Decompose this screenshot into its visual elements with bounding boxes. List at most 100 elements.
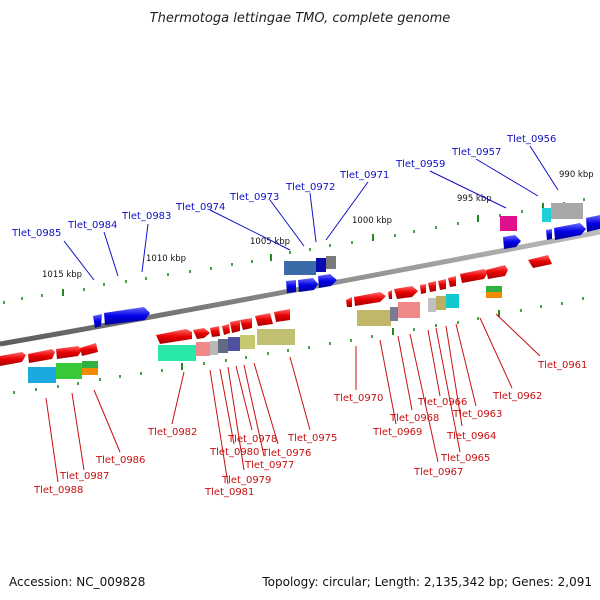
bottom-gene-labels: Tlet_0988 Tlet_0987 Tlet_0986 Tlet_0982 …: [33, 360, 587, 498]
gene-block[interactable]: [357, 310, 391, 326]
gene-label-tlet-0965[interactable]: Tlet_0965: [440, 453, 490, 464]
gene-arrow[interactable]: [274, 309, 290, 322]
gene-label-tlet-0972[interactable]: Tlet_0972: [285, 182, 335, 193]
gene-block[interactable]: [542, 208, 551, 222]
gene-label-tlet-0971[interactable]: Tlet_0971: [339, 170, 389, 181]
gene-arrow[interactable]: [156, 329, 192, 344]
gene-block[interactable]: [316, 258, 326, 272]
gene-arrow[interactable]: [28, 349, 55, 363]
gene-arrow[interactable]: [56, 346, 82, 359]
gene-arrow[interactable]: [318, 274, 337, 288]
gene-block[interactable]: [486, 286, 502, 292]
gene-block[interactable]: [218, 339, 228, 353]
gene-arrow[interactable]: [528, 255, 552, 268]
gene-arrow[interactable]: [240, 318, 252, 330]
gene-label-tlet-0968[interactable]: Tlet_0968: [389, 413, 439, 424]
gene-label-tlet-0957[interactable]: Tlet_0957: [451, 147, 501, 158]
scale-label-1005: 1005 kbp: [250, 237, 290, 247]
gene-label-tlet-0986[interactable]: Tlet_0986: [95, 455, 145, 466]
scale-label-1010: 1010 kbp: [146, 254, 186, 264]
gene-label-tlet-0981[interactable]: Tlet_0981: [204, 487, 254, 498]
gene-label-tlet-0959[interactable]: Tlet_0959: [395, 159, 445, 170]
gene-block[interactable]: [446, 294, 459, 308]
scale-label-990: 990 kbp: [559, 170, 594, 180]
gene-label-tlet-0973[interactable]: Tlet_0973: [229, 192, 279, 203]
genome-summary-text: Topology: circular; Length: 2,135,342 bp…: [261, 575, 592, 589]
gene-arrow[interactable]: [286, 280, 296, 293]
gene-label-tlet-0987[interactable]: Tlet_0987: [59, 471, 109, 482]
gene-arrow[interactable]: [438, 279, 446, 290]
gene-label-tlet-0979[interactable]: Tlet_0979: [221, 475, 271, 486]
gene-arrow[interactable]: [193, 328, 210, 339]
bottom-leader-lines: [45, 313, 541, 485]
gene-arrow[interactable]: [80, 343, 98, 356]
gene-block[interactable]: [210, 341, 218, 355]
gene-block[interactable]: [28, 367, 56, 383]
scale-label-1000: 1000 kbp: [352, 216, 392, 226]
gene-block[interactable]: [390, 307, 398, 321]
gene-arrow[interactable]: [486, 265, 508, 279]
gene-arrow[interactable]: [420, 284, 426, 294]
gene-label-tlet-0956[interactable]: Tlet_0956: [506, 134, 556, 145]
gene-label-tlet-0978[interactable]: Tlet_0978: [227, 434, 277, 445]
gene-block[interactable]: [257, 329, 295, 345]
gene-label-tlet-0969[interactable]: Tlet_0969: [372, 427, 422, 438]
reverse-genes: [0, 255, 552, 383]
gene-label-tlet-0974[interactable]: Tlet_0974: [175, 202, 225, 213]
gene-block[interactable]: [82, 361, 98, 369]
gene-arrow[interactable]: [104, 307, 150, 325]
gene-label-tlet-0961[interactable]: Tlet_0961: [537, 360, 587, 371]
gene-arrow[interactable]: [230, 320, 240, 333]
gene-arrow[interactable]: [428, 281, 436, 292]
gene-arrow[interactable]: [0, 352, 26, 366]
gene-block[interactable]: [158, 345, 196, 361]
gene-label-tlet-0980[interactable]: Tlet_0980: [209, 447, 259, 458]
accession-text: Accession: NC_009828: [9, 575, 145, 589]
gene-arrow[interactable]: [346, 297, 352, 307]
gene-block[interactable]: [228, 337, 240, 351]
gene-arrow[interactable]: [354, 292, 386, 306]
scale-label-995: 995 kbp: [457, 194, 492, 204]
gene-label-tlet-0985[interactable]: Tlet_0985: [11, 228, 61, 239]
gene-arrow[interactable]: [255, 313, 273, 326]
gene-arrow[interactable]: [460, 269, 488, 283]
gene-label-tlet-0970[interactable]: Tlet_0970: [333, 393, 383, 404]
gene-label-tlet-0975[interactable]: Tlet_0975: [287, 433, 337, 444]
gene-block[interactable]: [436, 296, 446, 310]
map-title: Thermotoga lettingae TMO, complete genom…: [150, 11, 451, 26]
gene-arrow[interactable]: [503, 235, 521, 249]
gene-label-tlet-0962[interactable]: Tlet_0962: [492, 391, 542, 402]
gene-label-tlet-0967[interactable]: Tlet_0967: [413, 467, 463, 478]
gene-block[interactable]: [284, 261, 316, 275]
gene-arrow[interactable]: [210, 326, 220, 337]
gene-arrow[interactable]: [448, 276, 456, 287]
gene-label-tlet-0983[interactable]: Tlet_0983: [121, 211, 171, 222]
gene-arrow[interactable]: [388, 290, 392, 299]
gene-label-tlet-0976[interactable]: Tlet_0976: [261, 448, 311, 459]
gene-label-tlet-0966[interactable]: Tlet_0966: [417, 397, 467, 408]
gene-block[interactable]: [428, 298, 436, 312]
gene-label-tlet-0964[interactable]: Tlet_0964: [446, 431, 496, 442]
gene-label-tlet-0984[interactable]: Tlet_0984: [67, 220, 117, 231]
gene-block[interactable]: [326, 256, 336, 269]
gene-block[interactable]: [82, 368, 98, 375]
gene-block[interactable]: [240, 335, 255, 349]
gene-label-tlet-0988[interactable]: Tlet_0988: [33, 485, 83, 496]
gene-arrow[interactable]: [222, 324, 230, 335]
gene-block[interactable]: [486, 292, 502, 298]
gene-arrow[interactable]: [586, 215, 600, 232]
gene-label-tlet-0982[interactable]: Tlet_0982: [147, 427, 197, 438]
gene-block[interactable]: [56, 363, 82, 379]
gene-block[interactable]: [500, 216, 517, 231]
gene-block[interactable]: [196, 342, 210, 356]
gene-label-tlet-0977[interactable]: Tlet_0977: [244, 460, 294, 471]
gene-arrow[interactable]: [546, 229, 552, 240]
gene-arrow[interactable]: [298, 278, 318, 292]
gene-arrow[interactable]: [93, 314, 102, 328]
gene-label-tlet-0963[interactable]: Tlet_0963: [452, 409, 502, 420]
gene-arrow[interactable]: [554, 223, 586, 240]
gene-block[interactable]: [398, 302, 420, 318]
gene-block[interactable]: [551, 203, 583, 219]
gene-arrow[interactable]: [394, 286, 418, 299]
